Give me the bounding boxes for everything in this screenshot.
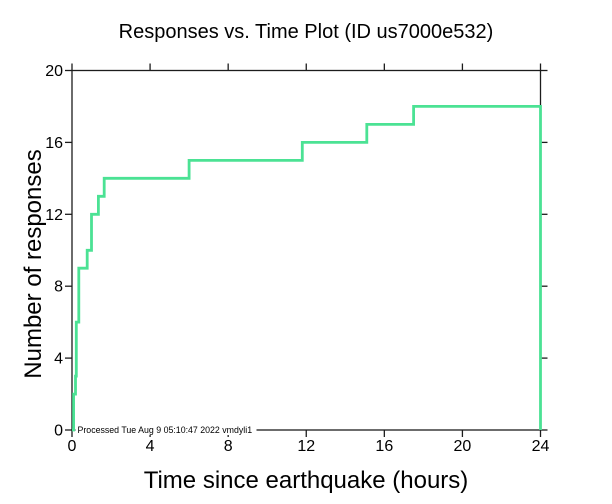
x-tick-label: 20: [454, 438, 472, 455]
y-tick-label: 8: [54, 279, 63, 296]
response-step-line: [72, 105, 542, 432]
chart-title: Responses vs. Time Plot (ID us7000e532): [119, 21, 494, 43]
y-tick-label: 4: [54, 351, 63, 368]
processed-note: Processed Tue Aug 9 05:10:47 2022 vmdyli…: [78, 425, 253, 435]
x-tick-label: 4: [146, 438, 155, 455]
y-axis-title: Number of responses: [20, 149, 47, 378]
axis-ticks: 0 4 8 12 16 20 24 0 4 8 12 16 20: [45, 63, 549, 455]
plot-border: [71, 69, 542, 431]
y-tick-label: 20: [45, 63, 63, 80]
x-tick-label: 12: [297, 438, 315, 455]
x-tick-label: 8: [224, 438, 233, 455]
y-tick-label: 16: [45, 135, 63, 152]
x-tick-label: 24: [532, 438, 550, 455]
x-tick-label: 0: [68, 438, 77, 455]
y-tick-label: 0: [54, 423, 63, 440]
note-backdrop: [75, 424, 257, 435]
x-axis-title: Time since earthquake (hours): [144, 467, 469, 494]
y-tick-label: 12: [45, 207, 63, 224]
plot-frame: [71, 69, 542, 431]
x-tick-label: 16: [375, 438, 393, 455]
